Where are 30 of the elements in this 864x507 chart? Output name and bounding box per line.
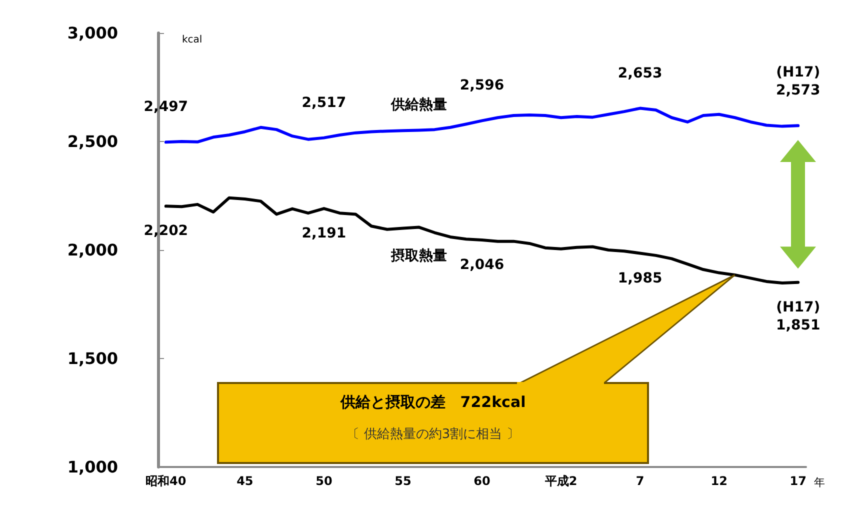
data-label: 2,517	[302, 94, 346, 111]
series-label: 摂取熱量	[390, 248, 447, 264]
data-label: (H17) 1,851	[776, 299, 820, 334]
data-label: 2,046	[460, 257, 504, 274]
x-tick-label: 55	[394, 474, 412, 488]
data-label: 2,653	[618, 65, 662, 82]
x-tick-label: 45	[236, 474, 254, 488]
x-tick-label: 昭和40	[146, 474, 186, 488]
y-axis-title: kcal	[182, 34, 202, 46]
annotation: 〔 供給熱量の約3割に相当 〕	[346, 426, 520, 443]
series-label: 供給熱量	[390, 96, 448, 114]
x-tick-label: 12	[710, 474, 728, 488]
x-tick-label: 60	[474, 474, 490, 488]
data-label: (H17) 2,573	[776, 64, 820, 99]
x-tick-label: 7	[636, 474, 644, 488]
annotation: 供給と摂取の差 722kcal	[339, 393, 527, 412]
y-tick-label: 2,500	[67, 132, 118, 151]
x-tick-label: 17	[790, 474, 806, 488]
y-tick-label: 1,500	[67, 349, 118, 368]
y-tick-label: 2,000	[67, 240, 118, 260]
data-label: 2,497	[144, 99, 188, 116]
x-tick-label: 50	[316, 474, 332, 488]
data-label: 1,985	[618, 270, 662, 286]
x-tick-label: 平成2	[544, 474, 578, 488]
x-axis-title: 年	[814, 476, 825, 489]
data-label: 2,202	[144, 223, 188, 240]
data-label: 2,191	[302, 226, 346, 242]
y-tick-label: 3,000	[67, 24, 118, 42]
data-label: 2,596	[460, 78, 504, 94]
y-tick-label: 1,000	[67, 458, 118, 476]
